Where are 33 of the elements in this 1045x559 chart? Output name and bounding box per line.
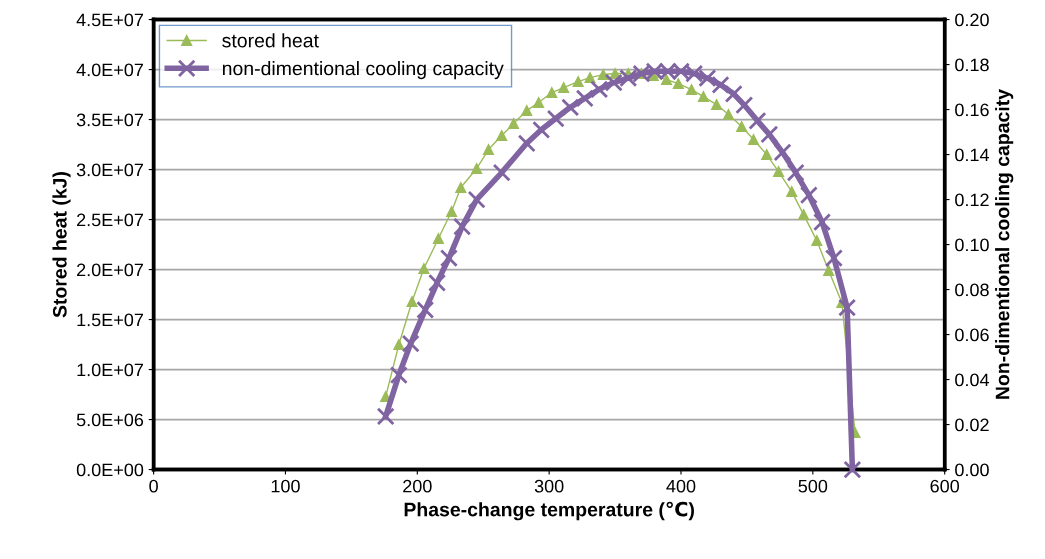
x-tick-label: 100 bbox=[271, 479, 300, 493]
y2-tick-label: 0.14 bbox=[955, 148, 990, 162]
y-tick-label: 3.0E+07 bbox=[76, 163, 143, 177]
y2-tick-label: 0.10 bbox=[955, 238, 989, 252]
y2-tick-label: 0.16 bbox=[955, 103, 989, 117]
legend-label: non-dimentional cooling capacity bbox=[222, 61, 504, 80]
y2-tick-label: 0.00 bbox=[955, 463, 989, 477]
y2-tick-label: 0.02 bbox=[955, 418, 989, 432]
y-tick-label: 4.0E+07 bbox=[76, 63, 143, 77]
y-tick-label: 2.0E+07 bbox=[77, 263, 143, 277]
x-tick-label: 500 bbox=[798, 479, 828, 493]
y2-tick-label: 0.06 bbox=[955, 328, 989, 342]
x-tick-label: 600 bbox=[930, 479, 960, 493]
y2-tick-label: 0.18 bbox=[955, 58, 989, 72]
y-tick-label: 1.5E+07 bbox=[77, 313, 143, 327]
legend-label: stored heat bbox=[222, 33, 319, 48]
y2-tick-label: 0.04 bbox=[955, 373, 990, 387]
y-tick-label: 0.0E+00 bbox=[76, 463, 144, 477]
x-tick-label: 0 bbox=[149, 479, 158, 493]
y2-tick-label: 0.12 bbox=[955, 193, 989, 207]
x-axis-title: Phase-change temperature (℃) bbox=[404, 501, 694, 521]
y-tick-label: 2.5E+07 bbox=[77, 213, 143, 227]
y-tick-label: 1.0E+07 bbox=[77, 363, 143, 377]
x-tick-label: 200 bbox=[403, 479, 432, 493]
y2-tick-label: 0.08 bbox=[955, 283, 989, 297]
y2-tick-label: 0.20 bbox=[955, 13, 989, 27]
y-tick-label: 5.0E+06 bbox=[76, 413, 144, 427]
y-tick-label: 3.5E+07 bbox=[76, 113, 143, 127]
y-tick-label: 4.5E+07 bbox=[76, 13, 143, 27]
y2-axis-title: Non-dimentional cooling capacity bbox=[995, 89, 1014, 399]
x-tick-label: 300 bbox=[534, 479, 564, 493]
x-tick-label: 400 bbox=[666, 479, 696, 493]
y-axis-title: Stored heat (kJ) bbox=[52, 172, 71, 318]
